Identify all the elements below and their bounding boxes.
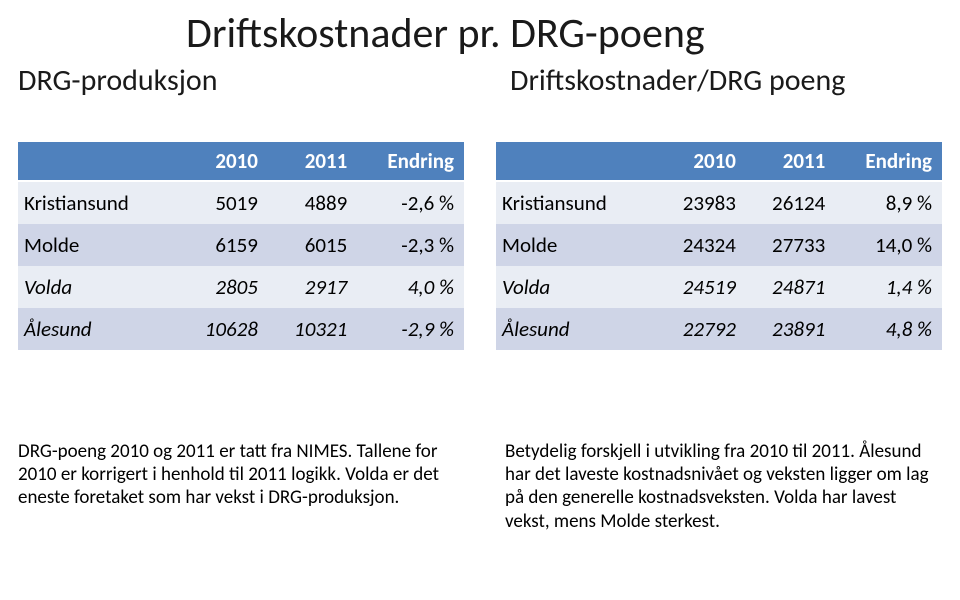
cell: -2,3 % (357, 224, 464, 266)
table-row: Kristiansund 23983 26124 8,9 % (496, 181, 942, 224)
table-row: Kristiansund 5019 4889 -2,6 % (18, 181, 464, 224)
subtitle-right: Driftskostnader/DRG poeng (510, 62, 845, 99)
cell: 27733 (746, 224, 835, 266)
table-header-row: 2010 2011 Endring (496, 142, 942, 181)
left-table: 2010 2011 Endring Kristiansund 5019 4889… (18, 142, 464, 350)
cell: 24324 (657, 224, 746, 266)
cell: 23983 (657, 181, 746, 224)
cell: 14,0 % (835, 224, 942, 266)
row-label: Volda (18, 266, 179, 308)
subtitle-left: DRG-produksjon (18, 62, 218, 99)
cell: 1,4 % (835, 266, 942, 308)
row-label: Kristiansund (18, 181, 179, 224)
cell: 2917 (268, 266, 357, 308)
table-header-row: 2010 2011 Endring (18, 142, 464, 181)
col-2010: 2010 (657, 142, 746, 181)
table-row: Volda 2805 2917 4,0 % (18, 266, 464, 308)
cell: 26124 (746, 181, 835, 224)
cell: 6015 (268, 224, 357, 266)
cell: 4,8 % (835, 308, 942, 350)
row-label: Molde (18, 224, 179, 266)
cell: 10321 (268, 308, 357, 350)
cell: -2,6 % (357, 181, 464, 224)
cell: 22792 (657, 308, 746, 350)
cell: 23891 (746, 308, 835, 350)
cell: 8,9 % (835, 181, 942, 224)
col-endring: Endring (835, 142, 942, 181)
cell: 24871 (746, 266, 835, 308)
table-row: Molde 24324 27733 14,0 % (496, 224, 942, 266)
table-row: Ålesund 22792 23891 4,8 % (496, 308, 942, 350)
cell: 6159 (179, 224, 268, 266)
cell: 5019 (179, 181, 268, 224)
table-row: Ålesund 10628 10321 -2,9 % (18, 308, 464, 350)
cell: -2,9 % (357, 308, 464, 350)
cell: 2805 (179, 266, 268, 308)
page-title: Driftskostnader pr. DRG-poeng (186, 8, 705, 59)
table-row: Volda 24519 24871 1,4 % (496, 266, 942, 308)
row-label: Ålesund (18, 308, 179, 350)
cell: 4889 (268, 181, 357, 224)
note-left: DRG-poeng 2010 og 2011 er tatt fra NIMES… (18, 440, 455, 533)
tables-container: 2010 2011 Endring Kristiansund 5019 4889… (18, 142, 942, 350)
cell: 24519 (657, 266, 746, 308)
col-blank (496, 142, 657, 181)
cell: 4,0 % (357, 266, 464, 308)
row-label: Molde (496, 224, 657, 266)
cell: 10628 (179, 308, 268, 350)
col-endring: Endring (357, 142, 464, 181)
row-label: Kristiansund (496, 181, 657, 224)
notes-container: DRG-poeng 2010 og 2011 er tatt fra NIMES… (18, 440, 942, 533)
col-2011: 2011 (746, 142, 835, 181)
col-2011: 2011 (268, 142, 357, 181)
col-blank (18, 142, 179, 181)
row-label: Volda (496, 266, 657, 308)
row-label: Ålesund (496, 308, 657, 350)
table-row: Molde 6159 6015 -2,3 % (18, 224, 464, 266)
right-table: 2010 2011 Endring Kristiansund 23983 261… (496, 142, 942, 350)
note-right: Betydelig forskjell i utvikling fra 2010… (505, 440, 942, 533)
col-2010: 2010 (179, 142, 268, 181)
